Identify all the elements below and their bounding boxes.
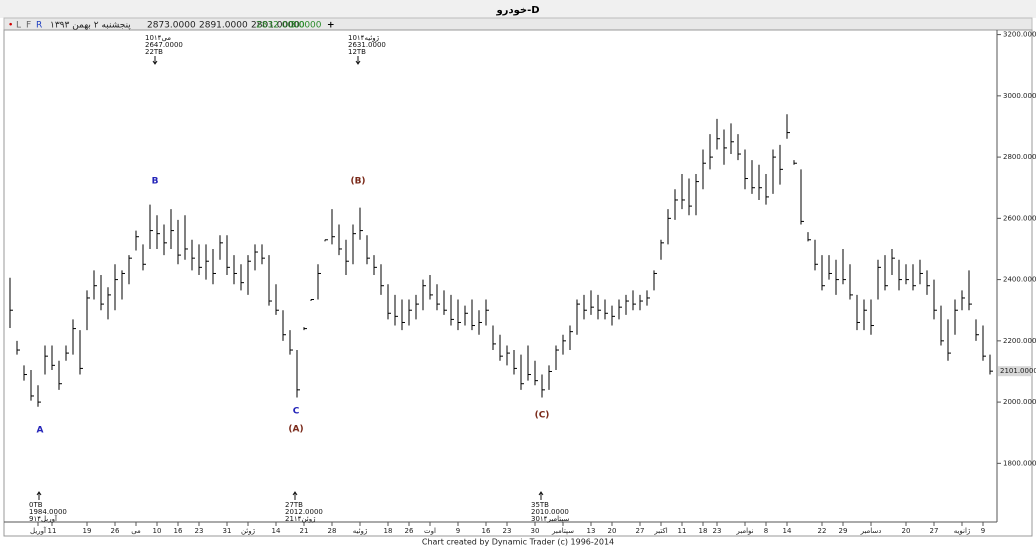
y-tick-label: 2800.0000 <box>1003 153 1036 161</box>
toolbar-button[interactable]: L <box>16 21 21 31</box>
x-tick-label: ژوئيه <box>353 527 368 535</box>
x-tick-label: 11 <box>48 527 57 535</box>
x-tick-label: 27 <box>636 527 645 535</box>
x-tick-label: 13 <box>587 527 596 535</box>
x-tick-label: 29 <box>839 527 848 535</box>
x-tick-label: 14 <box>272 527 281 535</box>
toolbar-value: 2832.0000 <box>256 21 305 31</box>
toolbar-value: 2891.0000 <box>199 21 248 31</box>
pivot-text: 2647.0000 <box>145 41 183 49</box>
x-tick-label: ژوئن <box>241 527 256 535</box>
x-tick-label: 16 <box>174 527 183 535</box>
chart-title: خودرو-D <box>495 5 539 16</box>
x-tick-label: 27 <box>930 527 939 535</box>
pivot-text: 10ژوئيه۱۴ <box>348 34 380 42</box>
x-tick-label: 8 <box>764 527 768 535</box>
x-tick-label: 10 <box>153 527 162 535</box>
x-tick-label: اکتبر <box>653 527 667 535</box>
y-tick-label: 1800.0000 <box>1003 459 1036 467</box>
pivot-text: 35TB <box>531 501 549 509</box>
pivot-text: 30سپتامبر۱۴ <box>531 515 570 523</box>
plot-frame <box>3 29 1033 537</box>
pivot-text: 9آوريل۱۴ <box>29 514 58 523</box>
pivot-text: 1984.0000 <box>29 508 67 516</box>
pivot-text: 22TB <box>145 48 163 56</box>
x-tick-label: 18 <box>699 527 708 535</box>
y-tick-label: 3200.0000 <box>1003 31 1036 39</box>
pivot-text: 27TB <box>285 501 303 509</box>
y-tick-label: 3000.0000 <box>1003 92 1036 100</box>
wave-label: C <box>293 407 300 417</box>
x-tick-label: ژانويه <box>954 527 971 535</box>
x-tick-label: 28 <box>328 527 337 535</box>
wave-label: (B) <box>350 177 365 187</box>
x-tick-label: 26 <box>111 527 120 535</box>
x-tick-label: اوت <box>424 527 436 535</box>
x-tick-label: دسامبر <box>860 527 882 535</box>
y-tick-label: 2400.0000 <box>1003 276 1036 284</box>
x-tick-label: 26 <box>405 527 414 535</box>
x-tick-label: آوريل <box>30 526 47 535</box>
pivot-arrowhead <box>292 491 298 496</box>
pivot-arrowhead <box>355 60 361 65</box>
toolbar-value: 2801.0000 <box>251 21 300 31</box>
x-tick-label: 30 <box>531 527 540 535</box>
pivot-text: 10مى۱۴ <box>145 34 171 42</box>
title-bar <box>0 0 1036 18</box>
x-tick-label: 14 <box>783 527 792 535</box>
last-price-label: 2101.0000 <box>1000 367 1036 375</box>
x-tick-label: 20 <box>608 527 617 535</box>
x-tick-label: نوامبر <box>735 527 753 535</box>
x-tick-label: 23 <box>195 527 204 535</box>
toolbar-date: پنجشنبه ۲ بهمن ۱۳۹۳ <box>50 21 131 31</box>
x-tick-label: 23 <box>503 527 512 535</box>
y-tick-label: 2200.0000 <box>1003 337 1036 345</box>
toolbar-value: 3.0000 <box>290 21 322 31</box>
pivot-text: 2631.0000 <box>348 41 386 49</box>
toolbar-button[interactable]: R <box>36 21 42 31</box>
toolbar-button[interactable]: F <box>26 21 31 31</box>
x-tick-label: 11 <box>678 527 687 535</box>
x-tick-label: 20 <box>902 527 911 535</box>
y-tick-label: 2000.0000 <box>1003 398 1036 406</box>
toolbar-button[interactable]: + <box>327 21 335 31</box>
x-tick-label: 9 <box>981 527 985 535</box>
footer: Chart created by Dynamic Trader (c) 1996… <box>422 538 614 547</box>
x-tick-label: 19 <box>83 527 92 535</box>
wave-label: (C) <box>535 411 550 421</box>
x-tick-label: 22 <box>818 527 827 535</box>
x-tick-label: 18 <box>384 527 393 535</box>
x-tick-label: 16 <box>482 527 491 535</box>
wave-label: (A) <box>288 425 303 435</box>
pivot-arrowhead <box>152 60 158 65</box>
pivot-text: 2010.0000 <box>531 508 569 516</box>
pivot-text: 21ژوئن۱۴ <box>285 515 316 523</box>
pivot-arrowhead <box>538 491 544 496</box>
x-tick-label: 9 <box>456 527 460 535</box>
pivot-arrowhead <box>36 491 42 496</box>
pivot-text: 2012.0000 <box>285 508 323 516</box>
pivot-text: 0TB <box>29 501 43 509</box>
x-tick-label: سپتامبر <box>551 527 574 535</box>
wave-label: B <box>152 177 159 187</box>
x-tick-label: 31 <box>223 527 232 535</box>
y-tick-label: 2600.0000 <box>1003 214 1036 222</box>
toolbar-button[interactable]: • <box>8 21 13 31</box>
x-tick-label: مى <box>131 527 141 535</box>
toolbar-value: 2873.0000 <box>147 21 196 31</box>
x-tick-label: 21 <box>300 527 309 535</box>
last-price-box <box>998 366 1032 377</box>
wave-label: A <box>37 426 44 436</box>
x-tick-label: 23 <box>713 527 722 535</box>
pivot-text: 12TB <box>348 48 366 56</box>
